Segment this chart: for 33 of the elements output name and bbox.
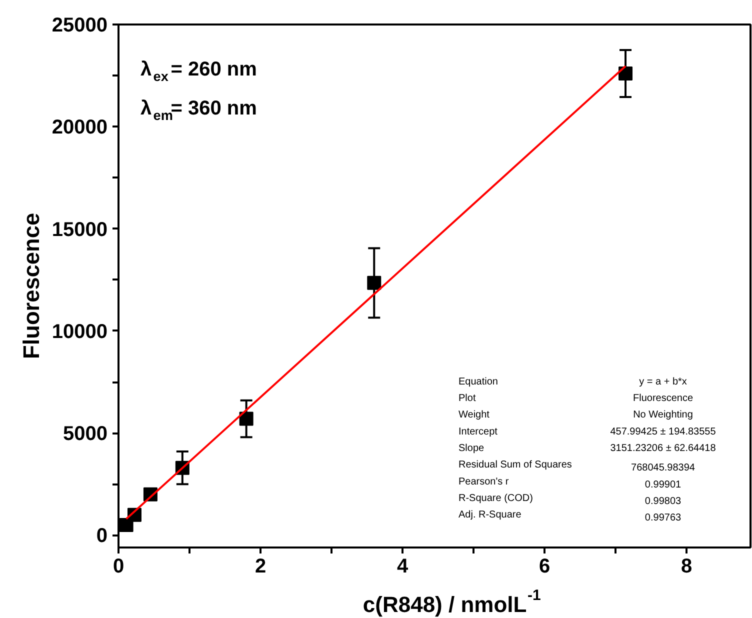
annotation: Intercept	[458, 426, 498, 438]
annotation: Plot	[458, 393, 476, 404]
annotation: 457.99425 ± 194.83555	[610, 426, 716, 438]
annotation: Residual Sum of Squares	[458, 460, 572, 471]
annotation: 0.99803	[644, 496, 682, 507]
y-tick-label: 10000	[52, 320, 108, 343]
y-tick-label: 25000	[52, 14, 108, 36]
annotation: 768045.98394	[631, 462, 696, 474]
annotation: Fluorescence	[632, 393, 694, 404]
annotation: 3151.23206 ± 62.64418	[610, 443, 716, 454]
y-tick-label: 15000	[52, 218, 108, 241]
y-axis-title: Fluorescence	[18, 212, 44, 360]
annotation: Pearson's r	[458, 476, 510, 488]
annotation: Slope	[458, 443, 485, 454]
annotation: 0.99763	[644, 512, 682, 524]
point	[367, 276, 382, 290]
annotation: 0.99901	[644, 479, 682, 490]
y-tick-label: 20000	[52, 116, 108, 139]
x-tick-label: 0	[112, 556, 124, 578]
y-tick-label: 5000	[63, 423, 108, 446]
annotation: y = a + b*x	[639, 376, 687, 388]
x-tick-label: 4	[396, 556, 409, 578]
x-tick-label: 6	[539, 556, 550, 578]
point	[239, 412, 254, 426]
annotation: Equation	[458, 376, 498, 388]
y-tick-label: 0	[96, 525, 108, 548]
annotation: Adj. R-Square	[458, 510, 522, 521]
annotation: Weight	[458, 410, 490, 421]
x-tick-label: 8	[681, 556, 692, 578]
x-tick-label: 2	[254, 556, 266, 578]
point	[618, 66, 633, 81]
annotation: No Weighting	[633, 410, 693, 421]
annotation: R-Square (COD)	[458, 492, 533, 504]
